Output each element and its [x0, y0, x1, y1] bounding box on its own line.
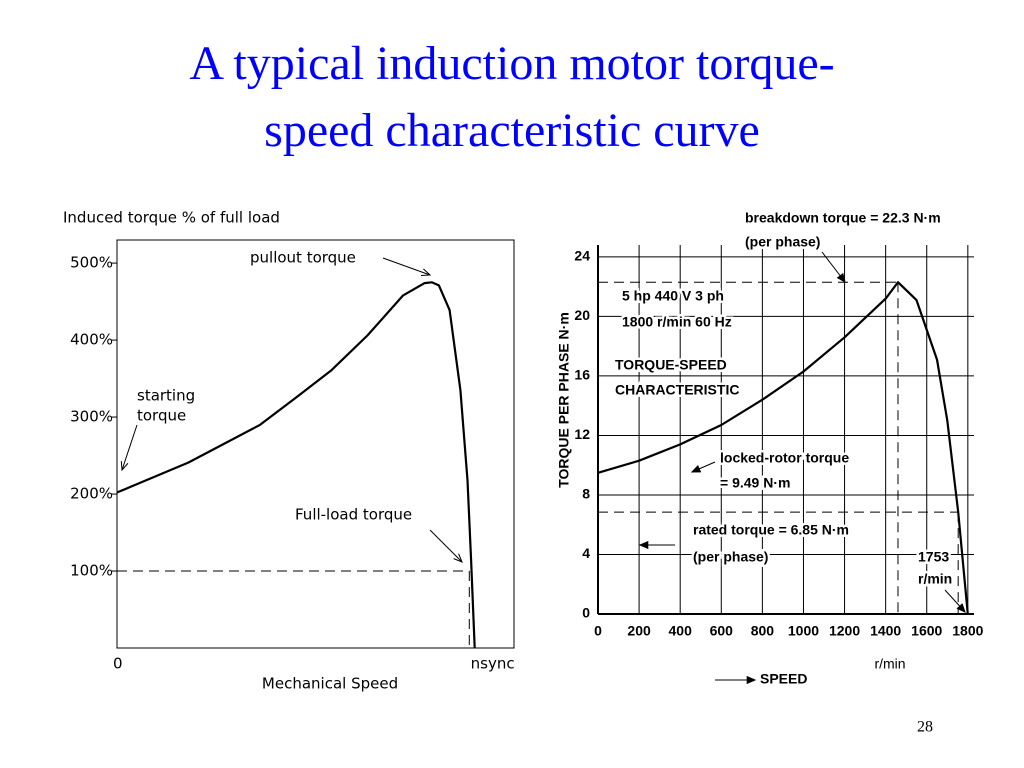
x-tick-label: 1400 [870, 623, 901, 639]
y-tick-label: 8 [582, 486, 590, 502]
y-tick-label: 4 [582, 545, 590, 561]
y-tick-label: 24 [574, 248, 590, 264]
y-tick-label: 400% [70, 331, 113, 349]
x-tick-label: nsync [471, 655, 515, 673]
annotation: rated torque = 6.85 N·m [693, 522, 849, 538]
x-tick-label: 0 [113, 655, 123, 673]
x-tick-label: 800 [751, 623, 775, 639]
slide-title: A typical induction motor torque- [189, 37, 834, 90]
annotation: starting [137, 387, 195, 405]
y-axis-label: TORQUE PER PHASE N·m [556, 312, 572, 488]
x-tick-label: 600 [710, 623, 734, 639]
y-tick-label: 500% [70, 254, 113, 272]
arrow-head [453, 553, 463, 563]
slide-title: speed characteristic curve [264, 104, 760, 157]
annotation: Full-load torque [295, 506, 412, 524]
annotation: (per phase) [745, 234, 820, 250]
x-tick-label: 1800 [952, 623, 983, 639]
y-tick-label: 300% [70, 408, 113, 426]
arrow-line [121, 424, 138, 471]
arrow-head [420, 268, 432, 276]
annotation: 1753 [918, 549, 949, 565]
y-tick-label: 100% [70, 562, 113, 580]
arrow-head [836, 273, 846, 284]
x-tick-label: 400 [669, 623, 693, 639]
x-axis-unit: r/min [874, 656, 905, 672]
annotation: locked-rotor torque [720, 450, 849, 466]
annotation: = 9.49 N·m [720, 475, 790, 491]
x-axis-label: Mechanical Speed [262, 675, 398, 693]
y-axis-label: Induced torque % of full load [63, 209, 280, 227]
annotation: pullout torque [250, 249, 356, 267]
x-tick-label: 0 [594, 623, 602, 639]
annotation: breakdown torque = 22.3 N·m [745, 210, 941, 226]
x-tick-label: 200 [627, 623, 651, 639]
page-number: 28 [917, 719, 933, 736]
annotation: TORQUE-SPEED [615, 357, 727, 373]
arrow-head [746, 676, 757, 684]
arrow-head [956, 603, 966, 613]
annotation: (per phase) [693, 549, 768, 565]
annotation: r/min [918, 571, 952, 587]
y-tick-label: 16 [574, 367, 590, 383]
arrow-head [690, 465, 702, 473]
series-line [116, 281, 476, 649]
annotation: CHARACTERISTIC [615, 382, 739, 398]
arrow-head [638, 541, 649, 549]
x-tick-label: 1000 [788, 623, 819, 639]
y-tick-label: 12 [574, 426, 590, 442]
x-tick-label: 1200 [829, 623, 860, 639]
y-tick-label: 20 [574, 307, 590, 323]
x-axis-label: SPEED [760, 671, 807, 687]
series-line [597, 281, 969, 615]
annotation: 1800 r/min 60 Hz [622, 314, 732, 330]
annotation: torque [137, 407, 186, 425]
y-tick-label: 0 [582, 605, 590, 621]
y-tick-label: 200% [70, 485, 113, 503]
x-tick-label: 1600 [911, 623, 942, 639]
annotation: 5 hp 440 V 3 ph [622, 288, 724, 304]
plot-frame [116, 239, 515, 649]
arrow-line [382, 257, 431, 276]
arrow-head [120, 460, 129, 472]
arrow-line [429, 529, 463, 563]
